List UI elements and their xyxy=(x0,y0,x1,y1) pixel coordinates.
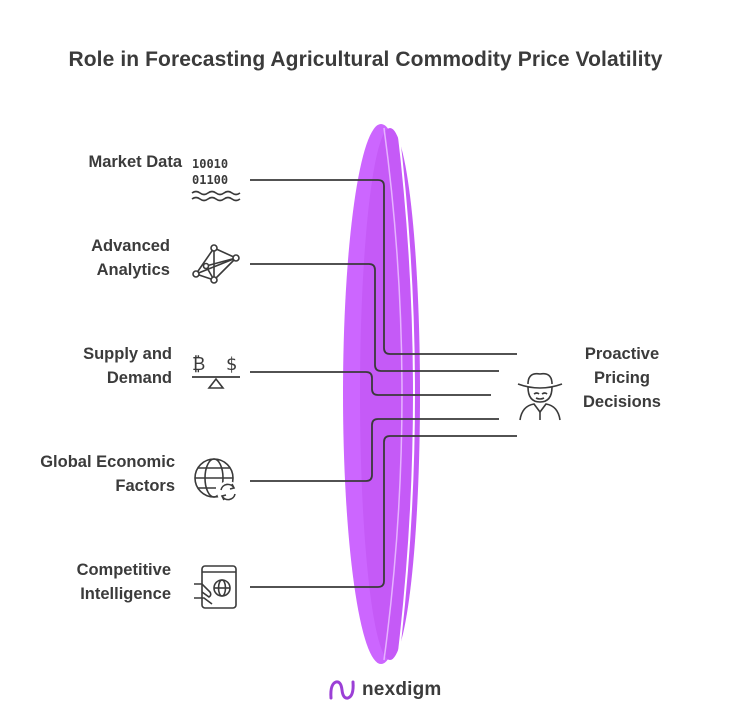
label-line: Competitive xyxy=(76,561,171,579)
label-line: Proactive xyxy=(584,345,660,363)
connector-advanced-analytics xyxy=(250,263,499,372)
binary-row-1: 10010 xyxy=(192,157,228,171)
farmer-hat-icon xyxy=(517,372,563,421)
label-line: Global Economic xyxy=(40,453,175,471)
label-line: Advanced xyxy=(91,237,170,255)
connector-competitive-intel xyxy=(250,435,517,588)
binary-data-icon: 10010 01100 xyxy=(191,157,241,202)
crypto-symbol: ₿ xyxy=(192,354,205,375)
lens-highlight xyxy=(397,127,415,661)
label-global-economic: Global Economic Factors xyxy=(40,450,175,498)
globe-refresh-icon xyxy=(194,458,239,503)
connector-market-data xyxy=(250,179,517,355)
connector-supply-demand xyxy=(250,371,491,396)
label-line: Analytics xyxy=(96,261,170,279)
network-analytics-icon xyxy=(192,244,240,284)
binary-row-2: 01100 xyxy=(192,173,228,187)
label-line: Demand xyxy=(106,369,172,387)
lens-edge xyxy=(360,128,420,660)
connector-global-economic xyxy=(250,418,499,482)
label-line: Decisions xyxy=(583,393,661,411)
brand-name: nexdigm xyxy=(362,679,442,700)
label-line: Supply and xyxy=(83,345,172,363)
nexdigm-logo-icon xyxy=(329,680,355,700)
label-line: Intelligence xyxy=(80,585,171,603)
passport-hand-icon xyxy=(194,565,237,609)
label-proactive-pricing: Proactive Pricing Decisions xyxy=(572,342,672,414)
dollar-symbol: $ xyxy=(226,354,237,375)
label-line: Market Data xyxy=(88,153,182,171)
label-advanced-analytics: Advanced Analytics xyxy=(91,234,170,282)
label-supply-demand: Supply and Demand xyxy=(83,342,172,390)
balance-scale-icon: ₿ $ xyxy=(192,354,240,389)
label-line: Pricing xyxy=(594,369,650,387)
lens-highlight-2 xyxy=(383,127,403,661)
brand-logo: nexdigm xyxy=(328,678,442,702)
label-competitive-intel: Competitive Intelligence xyxy=(77,558,171,606)
diagram-title: Role in Forecasting Agricultural Commodi… xyxy=(68,48,663,71)
label-line: Factors xyxy=(115,477,175,495)
label-market-data: Market Data xyxy=(88,150,182,174)
